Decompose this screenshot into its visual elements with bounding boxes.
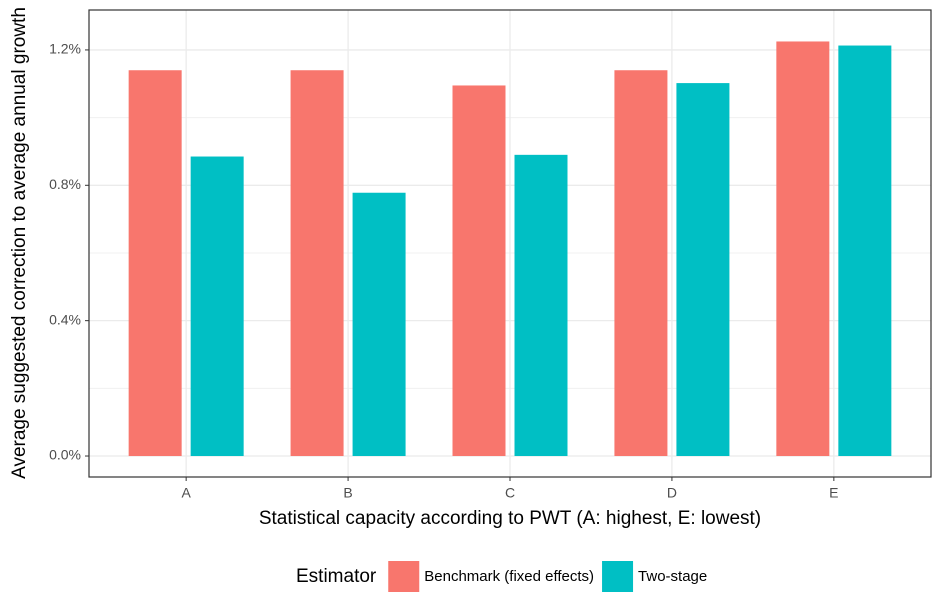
panel-border [88, 9, 932, 478]
bar [514, 154, 568, 457]
bar [676, 83, 730, 457]
x-tick-label: C [505, 485, 515, 501]
bar [776, 41, 830, 457]
x-tick-label: A [181, 485, 191, 501]
x-tick-label: E [829, 485, 838, 501]
bar [190, 156, 244, 457]
legend-label: Two-stage [638, 568, 707, 585]
bar [290, 70, 344, 457]
legend-title: Estimator [296, 566, 377, 587]
legend-swatch [602, 561, 634, 592]
bar [838, 45, 892, 457]
bar [452, 85, 506, 457]
x-axis-title: Statistical capacity according to PWT (A… [259, 508, 761, 529]
bar [352, 192, 406, 457]
y-tick-label: 0.4% [49, 311, 81, 327]
y-tick-label: 1.2% [49, 41, 81, 57]
y-tick-label: 0.0% [49, 447, 81, 463]
x-tick-label: D [667, 485, 677, 501]
y-axis-title: Average suggested correction to average … [9, 7, 30, 479]
x-tick-label: B [343, 485, 352, 501]
legend-swatch [388, 561, 420, 592]
bar [128, 70, 182, 457]
bar [614, 70, 668, 457]
y-tick-label: 0.8% [49, 176, 81, 192]
legend-label: Benchmark (fixed effects) [424, 568, 594, 585]
